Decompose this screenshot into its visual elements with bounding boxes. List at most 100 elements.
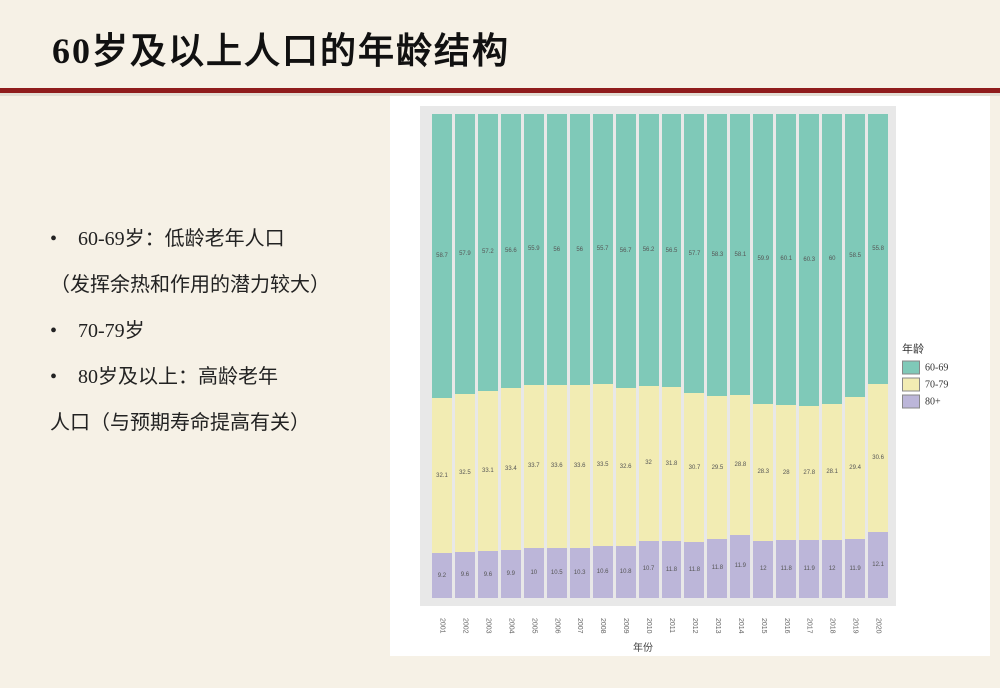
- bar-segment-80-plus: 11.9: [730, 535, 750, 598]
- bar-column: 58.5 29.4 11.9: [845, 114, 865, 598]
- bar-value-label: 12.1: [868, 562, 888, 568]
- x-tick-label: 2012: [684, 614, 704, 638]
- bar-segment-80-plus: 12: [753, 541, 773, 598]
- x-tick-label: 2011: [662, 614, 682, 638]
- bar-segment-70-79: 33.6: [547, 385, 567, 548]
- bar-value-label: 56: [547, 247, 567, 253]
- legend-label: 60-69: [925, 362, 948, 373]
- bar-value-label: 28: [776, 470, 796, 476]
- bar-column: 57.233.19.6: [478, 114, 498, 598]
- legend-item: 80+: [902, 395, 984, 409]
- bar-column: 5633.610.3: [570, 114, 590, 598]
- bar-segment-80-plus: 11.9: [845, 539, 865, 598]
- bar-column: 57.730.711.8: [684, 114, 704, 598]
- legend-swatch: [902, 378, 920, 392]
- bar-column: 56.531.811.8: [662, 114, 682, 598]
- bar-segment-80-plus: 9.2: [432, 553, 452, 598]
- bar-segment-60-69: 58.5: [845, 114, 865, 397]
- x-tick-label: 2018: [822, 614, 842, 638]
- bar-value-label: 32.6: [616, 464, 636, 470]
- bar-value-label: 12: [753, 566, 773, 572]
- bar-column: 60 28.1 12: [822, 114, 842, 598]
- bar-segment-80-plus: 11.9: [799, 540, 819, 598]
- bar-segment-80-plus: 9.6: [478, 551, 498, 598]
- list-item: • 80岁及以上：高龄老年: [50, 354, 400, 400]
- bullet-list: • 60-69岁：低龄老年人口 （发挥余热和作用的潜力较大） • 70-79岁 …: [50, 216, 400, 446]
- bar-value-label: 11.9: [799, 566, 819, 572]
- bar-segment-70-79: 28.1: [822, 404, 842, 540]
- bullet-text-cont: 人口（与预期寿命提高有关）: [50, 400, 400, 446]
- bar-value-label: 11.8: [684, 567, 704, 573]
- bar-segment-70-79: 28: [776, 405, 796, 541]
- x-tick-label: 2019: [845, 614, 865, 638]
- bar-value-label: 56.2: [639, 247, 659, 253]
- bar-value-label: 56.7: [616, 248, 636, 254]
- bar-segment-60-69: 57.9: [455, 114, 475, 394]
- bullet-text: 60-69岁：低龄老年人口: [78, 216, 285, 262]
- legend-item: 70-79: [902, 378, 984, 392]
- bar-value-label: 55.8: [868, 246, 888, 252]
- bar-value-label: 56: [570, 247, 590, 253]
- bar-segment-80-plus: 12: [822, 540, 842, 598]
- bar-value-label: 60.3: [799, 257, 819, 263]
- legend-label: 80+: [925, 396, 941, 407]
- bar-value-label: 9.6: [478, 572, 498, 578]
- bar-segment-70-79: 30.6: [868, 384, 888, 532]
- bar-segment-70-79: 31.8: [662, 387, 682, 541]
- bar-value-label: 55.7: [593, 246, 613, 252]
- x-tick-label: 2007: [570, 614, 590, 638]
- bar-value-label: 29.4: [845, 465, 865, 471]
- bar-segment-80-plus: 10.7: [639, 541, 659, 598]
- bar-column: 56 33.6 10.5: [547, 114, 567, 598]
- x-tick-label: 2006: [547, 614, 567, 638]
- legend-swatch: [902, 361, 920, 375]
- bar-value-label: 60: [822, 256, 842, 262]
- bar-segment-60-69: 60.3: [799, 114, 819, 406]
- bar-segment-60-69: 56.7: [616, 114, 636, 388]
- bar-column: 55.7 33.5 10.6: [593, 114, 613, 598]
- x-tick-label: 2017: [799, 614, 819, 638]
- bar-column: 55.933.710: [524, 114, 544, 598]
- bar-value-label: 29.5: [707, 465, 727, 471]
- bar-value-label: 32: [639, 460, 659, 466]
- stacked-bar-chart: 年龄组（百分比） 58.732.19.257.932.59.657.233.19…: [390, 96, 990, 656]
- x-tick-label: 2003: [478, 614, 498, 638]
- bar-column: 56.633.49.9: [501, 114, 521, 598]
- bar-value-label: 28.1: [822, 469, 842, 475]
- bar-value-label: 30.7: [684, 465, 704, 471]
- bar-column: 58.329.511.8: [707, 114, 727, 598]
- bar-segment-60-69: 58.7: [432, 114, 452, 398]
- bar-value-label: 58.7: [432, 253, 452, 259]
- bar-value-label: 31.8: [662, 461, 682, 467]
- bar-segment-60-69: 58.1: [730, 114, 750, 395]
- bar-value-label: 11.9: [730, 563, 750, 569]
- bar-segment-60-69: 55.7: [593, 114, 613, 384]
- x-tick-label: 2008: [593, 614, 613, 638]
- bar-value-label: 58.3: [707, 252, 727, 258]
- bar-segment-80-plus: 10.8: [616, 546, 636, 598]
- chart-panel: 58.732.19.257.932.59.657.233.19.656.633.…: [420, 106, 896, 606]
- bar-segment-80-plus: 10.3: [570, 548, 590, 598]
- bar-value-label: 10.6: [593, 569, 613, 575]
- bar-value-label: 10.5: [547, 570, 567, 576]
- bar-segment-70-79: 32.5: [455, 394, 475, 551]
- bar-segment-70-79: 29.5: [707, 396, 727, 539]
- legend-swatch: [902, 395, 920, 409]
- bar-segment-80-plus: 10: [524, 548, 544, 598]
- bar-value-label: 33.1: [478, 468, 498, 474]
- bar-segment-80-plus: 9.9: [501, 550, 521, 598]
- bar-value-label: 9.9: [501, 571, 521, 577]
- legend-title: 年龄: [902, 341, 984, 357]
- bar-value-label: 27.8: [799, 470, 819, 476]
- x-tick-label: 2004: [501, 614, 521, 638]
- bar-segment-80-plus: 11.8: [776, 540, 796, 598]
- bullet-text: 70-79岁: [78, 308, 145, 354]
- list-item: • 60-69岁：低龄老年人口: [50, 216, 400, 262]
- bar-column: 55.8 30.6 12.1: [868, 114, 888, 598]
- bar-value-label: 9.6: [455, 572, 475, 578]
- bar-value-label: 32.5: [455, 470, 475, 476]
- bar-segment-70-79: 33.5: [593, 384, 613, 546]
- bar-segment-60-69: 56: [547, 114, 567, 385]
- bar-segment-70-79: 32: [639, 386, 659, 541]
- bar-value-label: 57.9: [455, 251, 475, 257]
